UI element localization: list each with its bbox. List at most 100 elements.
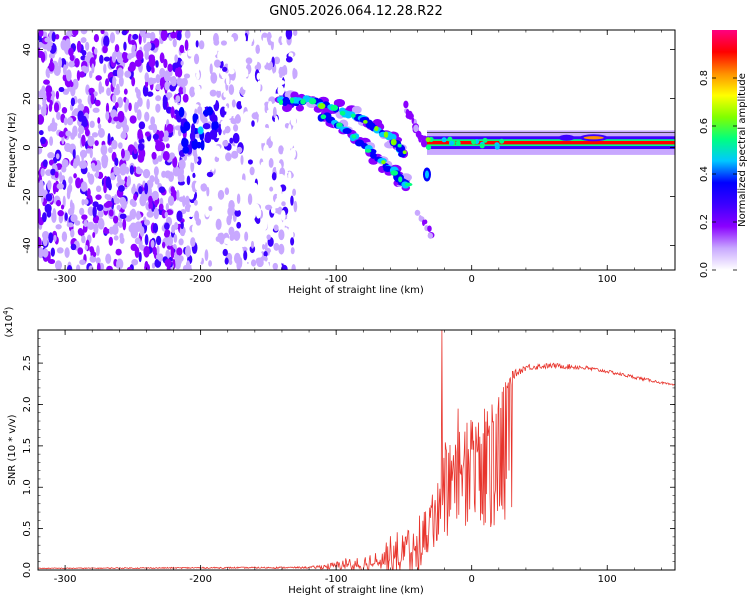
noise-blob bbox=[248, 36, 254, 43]
noise-blob bbox=[195, 218, 202, 226]
noise-blob bbox=[81, 134, 86, 147]
noise-blob bbox=[280, 30, 286, 36]
noise-blob bbox=[72, 125, 78, 137]
noise-blob bbox=[255, 226, 259, 237]
noise-blob bbox=[60, 204, 65, 210]
noise-blob bbox=[55, 90, 60, 100]
noise-blob bbox=[227, 61, 232, 72]
noise-blob bbox=[97, 165, 102, 171]
noise-blob bbox=[244, 231, 249, 242]
noise-blob bbox=[243, 218, 248, 230]
noise-blob bbox=[266, 234, 271, 240]
noise-blob bbox=[283, 74, 290, 81]
noise-blob bbox=[111, 51, 117, 63]
noise-blob bbox=[148, 201, 154, 211]
patch-blob bbox=[181, 137, 189, 148]
noise-blob bbox=[247, 193, 253, 206]
noise-blob bbox=[290, 77, 296, 87]
steady-line-blob bbox=[455, 140, 461, 146]
noise-blob bbox=[270, 133, 276, 142]
noise-blob bbox=[266, 53, 271, 64]
noise-blob bbox=[185, 245, 192, 258]
noise-blob bbox=[261, 243, 266, 250]
noise-blob bbox=[231, 150, 239, 159]
noise-blob bbox=[164, 258, 172, 268]
noise-blob bbox=[281, 35, 287, 45]
track-core bbox=[397, 143, 402, 148]
noise-blob bbox=[38, 104, 42, 111]
noise-blob bbox=[290, 130, 294, 136]
noise-blob bbox=[92, 232, 96, 239]
noise-blob bbox=[260, 219, 268, 231]
noise-blob bbox=[165, 249, 171, 260]
noise-blob bbox=[124, 70, 132, 78]
noise-blob bbox=[293, 220, 297, 227]
noise-blob bbox=[285, 56, 293, 63]
noise-blob bbox=[184, 39, 189, 51]
noise-blob bbox=[232, 187, 236, 194]
noise-blob bbox=[209, 158, 215, 164]
noise-blob bbox=[290, 195, 294, 206]
snr-ytick-label: 0.5 bbox=[22, 521, 33, 537]
noise-blob bbox=[272, 106, 277, 119]
noise-blob bbox=[168, 171, 175, 183]
noise-blob bbox=[103, 56, 111, 62]
noise-blob bbox=[97, 123, 102, 130]
track-core bbox=[364, 148, 372, 153]
noise-blob bbox=[118, 221, 123, 228]
noise-blob bbox=[124, 102, 128, 113]
noise-blob bbox=[267, 100, 273, 111]
noise-blob bbox=[130, 243, 138, 252]
noise-blob bbox=[167, 63, 173, 73]
noise-blob bbox=[271, 73, 279, 81]
noise-blob bbox=[226, 95, 230, 104]
noise-blob bbox=[49, 122, 55, 128]
steady-line-blob bbox=[471, 139, 477, 145]
noise-blob bbox=[155, 83, 161, 91]
track-core bbox=[350, 113, 356, 118]
noise-blob bbox=[114, 101, 119, 109]
noise-blob bbox=[103, 35, 110, 48]
noise-blob bbox=[93, 91, 98, 97]
snr-ytick-label: 1.0 bbox=[22, 479, 33, 495]
noise-blob bbox=[278, 229, 285, 241]
noise-blob bbox=[94, 99, 101, 107]
noise-blob bbox=[73, 173, 77, 179]
track-core bbox=[289, 97, 295, 104]
track-core bbox=[336, 122, 343, 127]
noise-blob bbox=[165, 203, 169, 211]
noise-blob bbox=[137, 128, 143, 140]
noise-blob bbox=[229, 137, 234, 144]
noise-blob bbox=[70, 214, 78, 223]
noise-blob bbox=[204, 53, 211, 63]
noise-blob bbox=[118, 142, 123, 149]
noise-blob bbox=[266, 31, 272, 44]
snr-chart: -300 -200 -100 0 100 0.0 0.5 1.0 1.5 2.0 2.5 Heigh… bbox=[2, 306, 676, 596]
snr-series-line bbox=[38, 330, 675, 570]
track-core bbox=[374, 125, 379, 132]
noise-blob bbox=[42, 201, 46, 207]
noise-blob bbox=[185, 195, 190, 208]
track-core bbox=[317, 102, 326, 110]
noise-blob bbox=[40, 167, 45, 177]
noise-blob bbox=[97, 217, 105, 230]
noise-blob bbox=[166, 123, 174, 134]
noise-blob bbox=[160, 132, 164, 139]
snr-xtick-label: -200 bbox=[189, 574, 212, 585]
colorbar-tick-label: 0.2 bbox=[699, 214, 710, 230]
noise-blob bbox=[192, 172, 196, 178]
streak-blob bbox=[427, 232, 434, 239]
noise-blob bbox=[178, 196, 186, 203]
noise-blob bbox=[227, 214, 233, 221]
noise-blob bbox=[103, 228, 111, 234]
noise-blob bbox=[227, 238, 232, 251]
noise-blob bbox=[144, 182, 149, 195]
steady-line-blob bbox=[425, 137, 431, 143]
noise-blob bbox=[283, 147, 287, 160]
noise-blob bbox=[291, 264, 296, 270]
noise-blob bbox=[40, 105, 47, 117]
noise-blob bbox=[155, 253, 163, 260]
noise-blob bbox=[197, 254, 202, 264]
noise-blob bbox=[154, 198, 158, 208]
noise-blob bbox=[72, 149, 76, 159]
